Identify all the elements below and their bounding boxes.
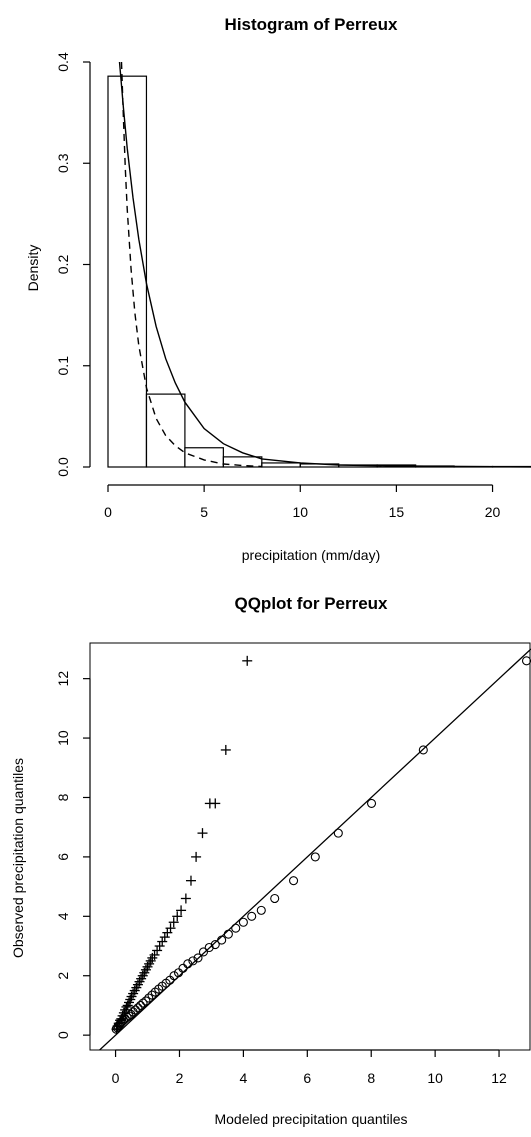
qq-point-circle: [130, 1005, 140, 1015]
x-tick-label: 6: [303, 1070, 311, 1086]
qq-point-circle: [418, 745, 428, 755]
x-tick-label: 4: [239, 1070, 247, 1086]
qq-point-plus: [157, 936, 168, 947]
qq-point-circle: [141, 996, 151, 1006]
histogram-bar: [184, 447, 224, 468]
qq-point-plus: [168, 917, 179, 928]
qq-point-circle: [217, 935, 227, 945]
qq-point-plus: [154, 941, 165, 952]
y-tick-label: 10: [55, 730, 71, 746]
y-tick-label: 0.2: [55, 255, 71, 275]
qq-point-plus: [185, 875, 196, 886]
qq-point-plus: [210, 798, 221, 809]
qq-point-circle: [256, 905, 266, 915]
qq-point-circle: [310, 852, 320, 862]
histogram-panel: Histogram of Perreux 0 5 10 15 20 0.00.10.20…: [25, 15, 531, 563]
qq-point-plus: [172, 911, 183, 922]
qq-point-plus: [159, 932, 170, 943]
qq-point-circle: [193, 953, 203, 963]
qqplot-panel: QQplot for Perreux 0 2 4 6 8 10 12 0 2 4 6 8 10 12 M…: [10, 594, 531, 1127]
y-tick-label: 12: [55, 671, 71, 687]
qq-point-plus: [197, 828, 208, 839]
qq-point-circle: [270, 893, 280, 904]
qqplot-y-axis: 0 2 4 6 8 10 12: [55, 671, 91, 1039]
histogram-y-label: Density: [25, 245, 41, 292]
identity-line: [98, 648, 531, 1050]
qq-point-plus: [149, 949, 160, 960]
qq-point-plus: [115, 1015, 126, 1026]
histogram-x-label: precipitation (mm/day): [242, 547, 381, 563]
density-curve-dashed: [120, 61, 262, 468]
qqplot-x-label: Modeled precipitation quantiles: [214, 1111, 407, 1127]
qq-point-plus: [242, 655, 253, 666]
y-tick-label: 8: [55, 793, 71, 801]
x-tick-label: 2: [176, 1070, 184, 1086]
histogram-bar: [222, 456, 263, 468]
density-curve-solid: [118, 61, 531, 468]
qq-point-plus: [191, 851, 202, 862]
qq-point-circle: [188, 956, 198, 966]
histogram-bar: [107, 75, 148, 468]
x-tick-label: 20: [485, 504, 501, 520]
histogram-title: Histogram of Perreux: [225, 15, 398, 34]
qqplot-title: QQplot for Perreux: [234, 594, 388, 613]
y-tick-label: 2: [55, 972, 71, 980]
qqplot-plot-frame: [89, 642, 531, 1051]
histogram-bar: [145, 393, 186, 468]
x-tick-label: 5: [200, 504, 208, 520]
qqplot-x-axis: 0 2 4 6 8 10 12: [112, 1049, 507, 1086]
qq-point-circle: [178, 963, 188, 973]
qq-point-circle: [333, 828, 343, 838]
qq-point-circle: [247, 911, 257, 921]
histogram-y-axis: 0.0 0.1 0.2 0.3 0.4: [55, 52, 91, 477]
qq-point-circle: [133, 1003, 143, 1013]
qq-point-plus: [180, 893, 191, 904]
qq-point-circle: [223, 929, 233, 939]
qq-point-circle: [289, 876, 299, 886]
qq-point-plus: [165, 923, 176, 934]
y-tick-label: 0: [55, 1031, 71, 1039]
qq-point-plus: [176, 905, 187, 916]
y-tick-label: 0.4: [55, 52, 71, 72]
y-tick-label: 0.1: [55, 356, 71, 376]
qq-point-circle: [138, 998, 148, 1008]
qq-point-circle: [210, 939, 220, 950]
qq-point-circle: [521, 656, 531, 666]
qq-point-circle: [147, 990, 157, 1000]
y-tick-label: 4: [55, 912, 71, 920]
x-tick-label: 0: [104, 504, 112, 520]
histogram-density-curves: [118, 61, 531, 468]
y-tick-label: 0.3: [55, 153, 71, 173]
qq-point-circle: [183, 959, 193, 969]
x-tick-label: 12: [491, 1070, 507, 1086]
qqplot-y-label: Observed precipitation quantiles: [10, 758, 26, 958]
qq-point-circle: [231, 923, 241, 933]
qq-point-plus: [220, 744, 231, 755]
x-tick-label: 15: [389, 504, 405, 520]
y-tick-label: 6: [55, 853, 71, 861]
qq-point-circle: [366, 798, 377, 808]
x-tick-label: 10: [292, 504, 308, 520]
qq-point-circle: [238, 917, 248, 927]
histogram-bar: [261, 462, 301, 468]
qqplot-points: [111, 655, 531, 1035]
qq-point-circle: [169, 971, 179, 981]
y-tick-label: 0.0: [55, 457, 71, 477]
histogram-x-axis: 0 5 10 15 20: [104, 484, 501, 520]
qq-point-circle: [198, 947, 208, 957]
qq-point-circle: [144, 993, 154, 1003]
qq-point-plus: [152, 945, 163, 956]
x-tick-label: 0: [112, 1070, 120, 1086]
x-tick-label: 10: [427, 1070, 443, 1086]
x-tick-label: 8: [367, 1070, 375, 1086]
qq-point-circle: [204, 942, 214, 953]
qq-point-circle: [135, 1000, 146, 1010]
qqplot-reference-line: [98, 648, 531, 1050]
qq-point-plus: [121, 1001, 132, 1012]
histogram-bars: [107, 75, 531, 468]
